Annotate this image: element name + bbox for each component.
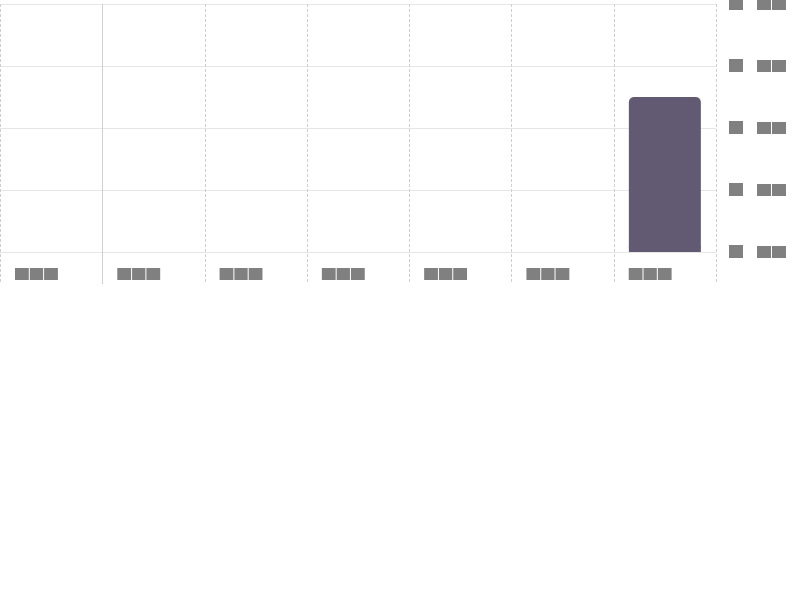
x-tick-label-1: [117, 268, 161, 280]
y-tick-label-1: [729, 183, 786, 196]
x-tick-label-2: [219, 268, 263, 280]
bar-base-6: [628, 246, 701, 252]
y-tick-label-4: [729, 0, 786, 10]
grid: [0, 4, 717, 284]
x-tick-label-6: [628, 268, 672, 280]
x-tick-label-5: [526, 268, 570, 280]
y-tick-label-0: [729, 245, 786, 258]
y-tick-label-2: [729, 121, 786, 134]
y-tick-label-3: [729, 59, 786, 72]
y-tick-labels: [729, 0, 786, 258]
bars: [628, 97, 701, 252]
x-tick-label-0: [15, 268, 58, 280]
bar-6: [628, 97, 701, 252]
x-tick-labels: [15, 268, 672, 280]
x-tick-label-3: [321, 268, 365, 280]
x-tick-label-4: [424, 268, 468, 280]
bar-chart: [0, 0, 786, 284]
